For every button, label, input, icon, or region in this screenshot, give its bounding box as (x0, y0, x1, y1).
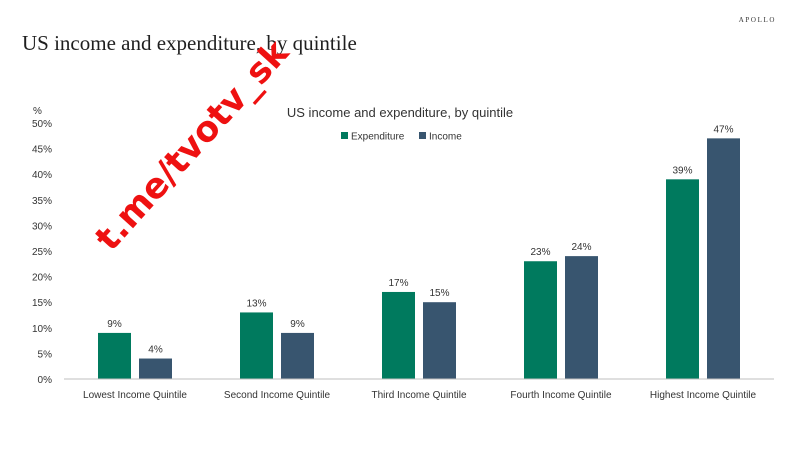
y-tick-label: 5% (38, 349, 53, 360)
y-tick-label: 20% (32, 273, 52, 284)
data-label: 23% (530, 247, 550, 258)
legend-swatch-income (419, 132, 426, 139)
slide-title: US income and expenditure, by quintile (22, 31, 357, 55)
y-tick-label: 10% (32, 324, 52, 335)
y-axis: 0% 5% 10% 15% 20% 25% 30% 35% 40% 45% 50% (32, 119, 52, 386)
legend-swatch-expenditure (341, 132, 348, 139)
data-label: 17% (388, 278, 408, 289)
data-label: 9% (290, 319, 305, 330)
bar-expenditure (98, 332, 131, 379)
x-tick-label: Fourth Income Quintile (510, 390, 612, 401)
bar-expenditure (382, 291, 415, 379)
y-tick-label: 50% (32, 119, 52, 130)
bar-expenditure (240, 312, 273, 379)
chart-legend: Expenditure Income (341, 132, 462, 143)
brand-logo: APOLLO (738, 16, 776, 24)
x-tick-label: Lowest Income Quintile (83, 390, 187, 401)
x-tick-label: Third Income Quintile (371, 390, 466, 401)
legend-label: Income (429, 132, 462, 143)
data-label: 13% (246, 298, 266, 309)
data-label: 4% (148, 345, 163, 356)
data-label: 39% (672, 165, 692, 176)
y-tick-label: 30% (32, 221, 52, 232)
data-label: 24% (571, 242, 591, 253)
x-axis: Lowest Income Quintile Second Income Quin… (64, 378, 774, 401)
x-tick-label: Second Income Quintile (224, 390, 331, 401)
y-tick-label: 15% (32, 298, 52, 309)
y-tick-label: 35% (32, 196, 52, 207)
chart-title: US income and expenditure, by quintile (287, 105, 513, 120)
bar-expenditure (666, 179, 699, 379)
bar-income (565, 256, 598, 379)
data-label: 47% (713, 124, 733, 135)
data-label: 15% (429, 288, 449, 299)
bar-expenditure (524, 261, 557, 379)
bar-income (139, 358, 172, 379)
legend-label: Expenditure (351, 132, 405, 143)
bar-series: 9% 13% 17% 23% 39% 4% 9% 15% 24% 47% (98, 124, 740, 379)
data-label: 9% (107, 319, 122, 330)
bar-income (281, 332, 314, 379)
y-tick-label: 0% (38, 375, 53, 386)
y-tick-label: 25% (32, 247, 52, 258)
x-tick-label: Highest Income Quintile (650, 390, 757, 401)
y-axis-unit-label: % (33, 106, 42, 117)
bar-income (423, 302, 456, 379)
bar-income (707, 138, 740, 379)
y-tick-label: 40% (32, 170, 52, 181)
y-tick-label: 45% (32, 145, 52, 156)
